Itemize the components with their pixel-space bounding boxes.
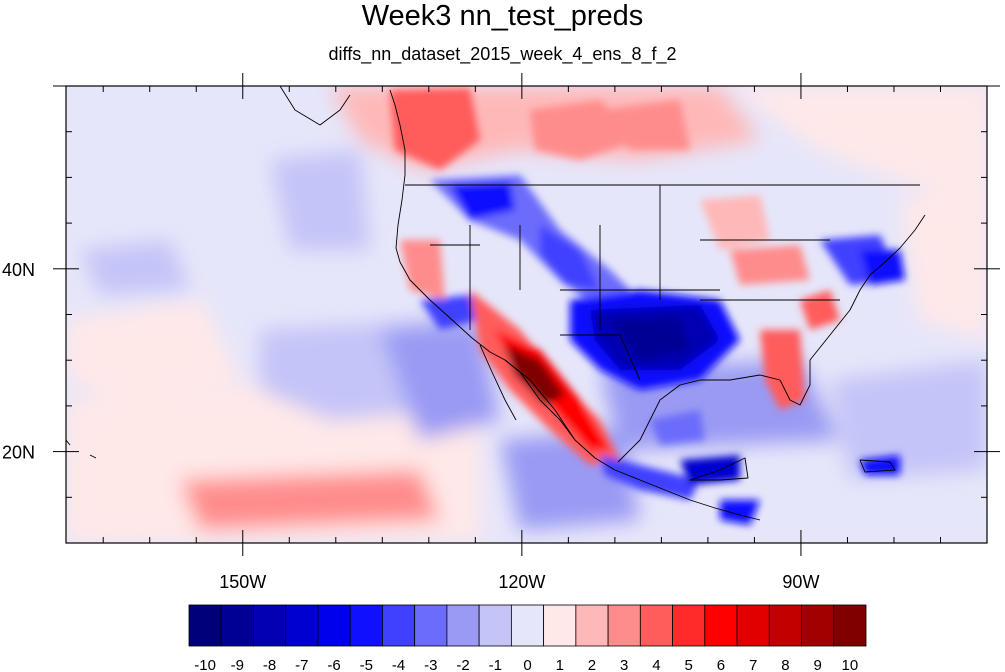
colorbar-swatch [510,604,545,647]
colorbar-swatch [607,604,641,647]
colorbar-label: -1 [489,657,502,672]
colorbar-swatch [188,604,222,647]
colorbar-swatch [833,604,867,647]
colorbar-label: -9 [231,657,244,672]
colorbar-swatch [220,604,254,647]
coastline-overlay [66,86,926,521]
lat-tick-label: 20N [2,443,35,463]
lon-tick-label: 150W [219,572,266,592]
colorbar-swatch [575,604,609,647]
colorbar-swatch [349,604,383,647]
colorbar-label: 1 [556,657,564,672]
colorbar-label: 3 [620,657,628,672]
colorbar-swatch [382,604,416,647]
chart-title: Week3 nn_test_preds [361,0,644,32]
colorbar-label: 8 [781,657,789,672]
colorbar-label: 2 [588,657,596,672]
colorbar-label: -4 [392,657,405,672]
colorbar-swatch [768,604,802,647]
colorbar-swatch [704,604,738,647]
colorbar-label: 5 [685,657,693,672]
colorbar-label: 10 [842,657,859,672]
latitude-ticks: 40N 20N [2,85,1000,498]
colorbar-label: 7 [749,657,757,672]
anomaly-field [66,86,987,543]
colorbar-swatch [478,604,512,647]
colorbar-swatch [736,604,770,647]
colorbar-swatch [446,604,480,647]
colorbar-swatch [672,604,706,647]
lon-tick-label: 120W [498,572,545,592]
colorbar-label: 4 [652,657,660,672]
colorbar-label: 0 [523,657,531,672]
colorbar-label: -2 [456,657,469,672]
colorbar-swatch [253,604,287,647]
colorbar-label: -7 [295,657,308,672]
colorbar-label: 6 [717,657,725,672]
colorbar-swatch [317,604,351,647]
colorbar-label: -10 [194,657,216,672]
colorbar-swatch [543,604,577,647]
chart-subtitle: diffs_nn_dataset_2015_week_4_ens_8_f_2 [328,44,677,64]
longitude-ticks: 150W 120W 90W [102,73,988,592]
colorbar-swatch [414,604,448,647]
colorbar-label: -5 [360,657,373,672]
colorbar-label: -6 [327,657,340,672]
colorbar-swatch [639,604,673,647]
colorbar-swatch [285,604,319,647]
lat-tick-label: 40N [2,260,35,280]
colorbar-label: -3 [424,657,437,672]
lon-tick-label: 90W [782,572,819,592]
colorbar-label: -8 [263,657,276,672]
colorbar-label: 9 [813,657,821,672]
colorbar: -10 -9 -8 -7 -6 -5 -4 -3 -2 -1 0 1 2 3 4 5 6 7 8 9 10 [188,604,867,672]
colorbar-swatch [801,604,835,647]
